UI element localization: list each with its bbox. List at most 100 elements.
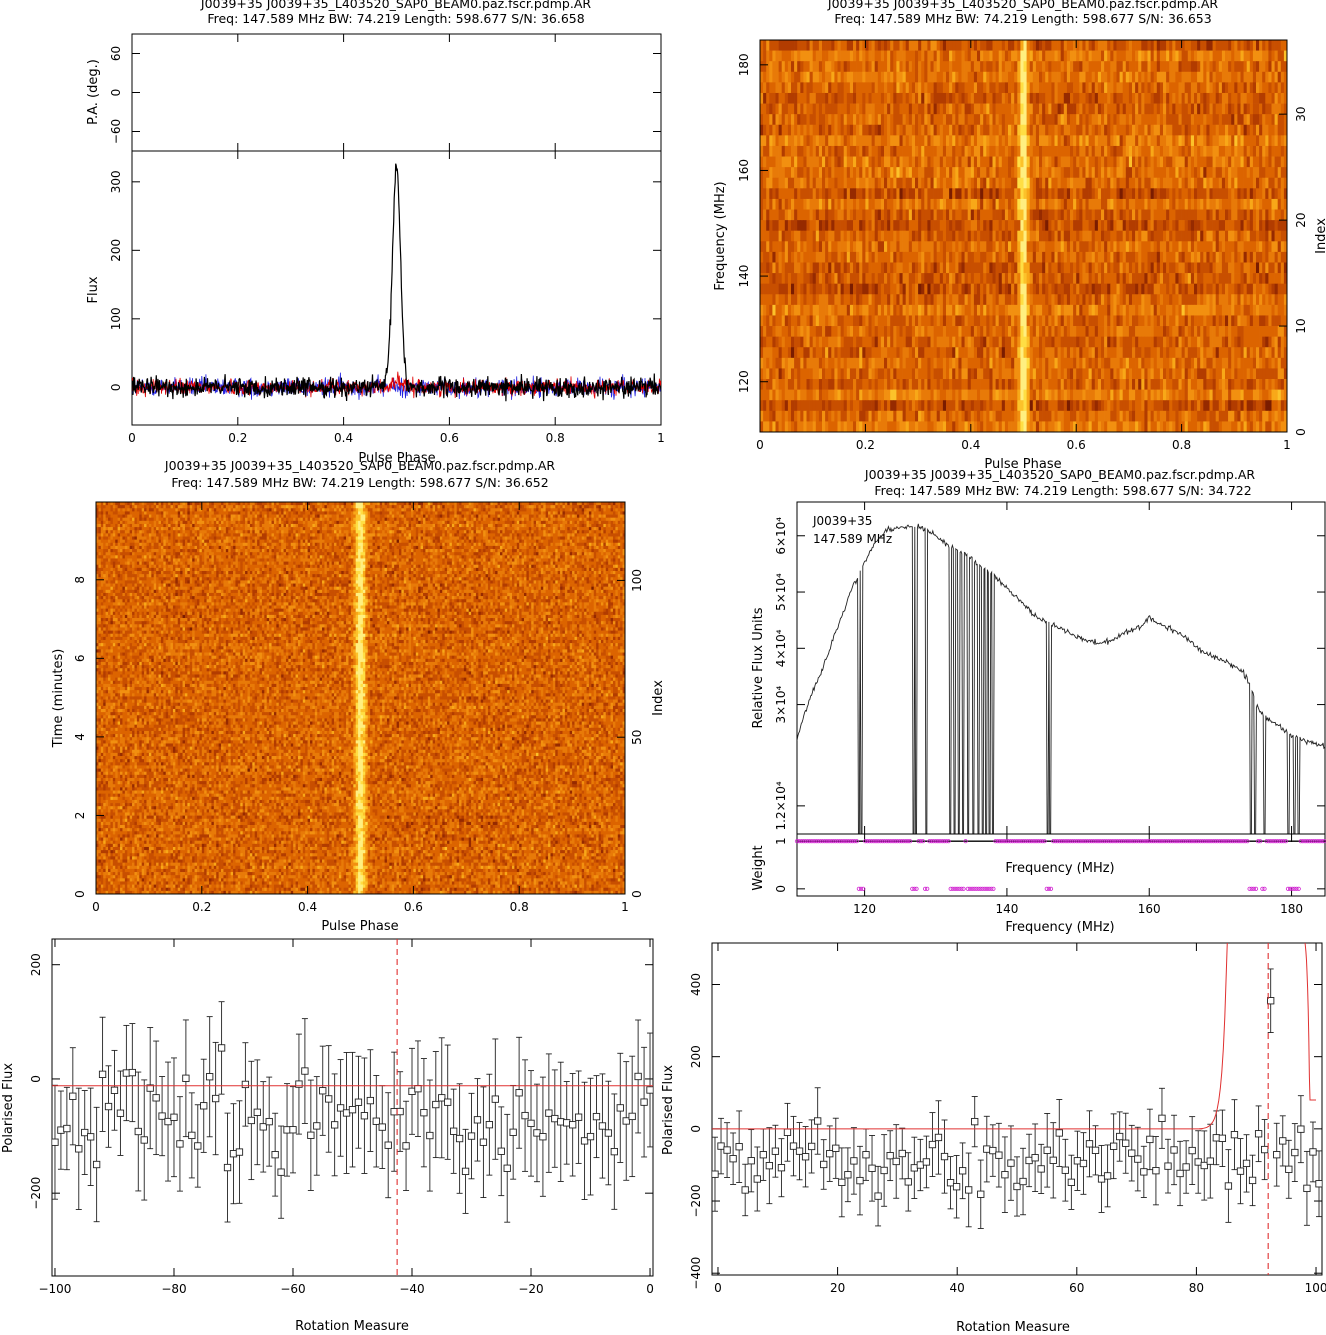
heatmap-cell [846,230,851,242]
heatmap-cell [995,114,1000,126]
heatmap-cell [1274,40,1279,51]
heatmap-cell [772,209,776,221]
heatmap-cell [1262,220,1266,232]
heatmap-cell [983,230,987,242]
heatmap-cell [1113,124,1117,136]
heatmap-cell [1029,50,1034,62]
heatmap-cell [986,40,990,51]
heatmap-cell [1256,124,1260,136]
heatmap-cell [1079,241,1083,253]
heatmap-cell [977,61,981,73]
heatmap-cell [859,103,863,115]
heatmap-cell [1026,103,1031,115]
heatmap-cell [868,315,872,327]
heatmap-cell [1190,61,1195,73]
heatmap-cell [1101,124,1105,136]
heatmap-cell [834,50,838,62]
heatmap-cell [1094,220,1099,232]
heatmap-cell [1280,304,1285,316]
heatmap-cell [1113,92,1117,104]
heatmap-cell [1243,283,1248,295]
heatmap-cell [1234,241,1238,253]
heatmap-cell [927,167,931,179]
heatmap-cell [1237,145,1241,157]
heatmap-cell [1280,71,1285,83]
heatmap-cell [791,336,795,348]
heatmap-cell [787,294,792,306]
heatmap-cell [1014,304,1018,316]
heatmap-cell [1048,336,1052,348]
heatmap-cell [986,188,990,200]
heatmap-cell [1091,114,1096,126]
heatmap-cell [1104,71,1108,83]
heatmap-cell [1166,230,1170,242]
heatmap-cell [1265,315,1269,327]
heatmap-cell [1082,71,1086,83]
heatmap-cell [998,315,1003,327]
heatmap-cell [1144,220,1148,232]
heatmap-cell [1125,71,1130,83]
heatmap-cell [977,209,981,221]
heatmap-cell [1169,273,1173,285]
heatmap-cell [1082,326,1086,337]
heatmap-cell [809,273,814,285]
heatmap-cell [794,230,798,242]
heatmap-cell [1280,156,1285,168]
heatmap-cell [949,92,953,104]
heatmap-cell [1163,220,1167,232]
heatmap-cell [955,198,959,210]
heatmap-cell [1014,61,1018,73]
heatmap-cell [862,336,866,348]
heatmap-cell [1063,251,1068,263]
heatmap-cell [1203,71,1207,83]
heatmap-cell [884,71,888,83]
heatmap-cell [1082,156,1086,168]
heatmap-cell [1014,92,1018,104]
heatmap-cell [1243,82,1248,94]
heatmap-cell [1097,103,1102,115]
heatmap-cell [1132,124,1136,136]
heatmap-cell [1017,336,1021,348]
heatmap-cell [1104,336,1108,348]
heatmap-cell [772,71,776,83]
heatmap-cell [1280,177,1285,189]
heatmap-cell [1063,283,1068,295]
heatmap-cell [1073,273,1077,285]
heatmap-cell [812,209,817,221]
heatmap-cell [1249,92,1254,104]
heatmap-cell [853,92,857,104]
heatmap-cell [930,326,934,337]
heatmap-cell [1122,209,1127,221]
heatmap-cell [763,177,767,189]
heatmap-cell [1119,220,1124,232]
heatmap-cell [1206,220,1210,232]
heatmap-cell [930,50,934,62]
heatmap-cell [927,315,931,327]
heatmap-cell [763,294,767,306]
heatmap-cell [766,220,770,232]
heatmap-cell [812,220,817,232]
heatmap-cell [1147,167,1151,179]
heatmap-cell [1178,209,1182,221]
heatmap-cell [961,124,965,136]
heatmap-cell [1153,61,1158,73]
heatmap-cell [961,188,965,200]
heatmap-cell [1280,188,1285,200]
heatmap-cell [865,124,869,136]
heatmap-cell [949,198,953,210]
heatmap-cell [1280,145,1285,157]
heatmap-cell [877,315,882,327]
heatmap-cell [911,167,916,179]
heatmap-cell [1091,220,1096,232]
heatmap-cell [946,40,950,51]
heatmap-cell [837,198,841,210]
heatmap-cell [1011,50,1015,62]
heatmap-cell [896,61,900,73]
heatmap-cell [825,40,829,51]
heatmap-cell [1054,326,1058,337]
heatmap-cell [1107,92,1111,104]
heatmap-cell [1026,71,1031,83]
heatmap-cell [784,304,789,316]
heatmap-cell [1197,167,1201,179]
heatmap-cell [887,241,891,253]
